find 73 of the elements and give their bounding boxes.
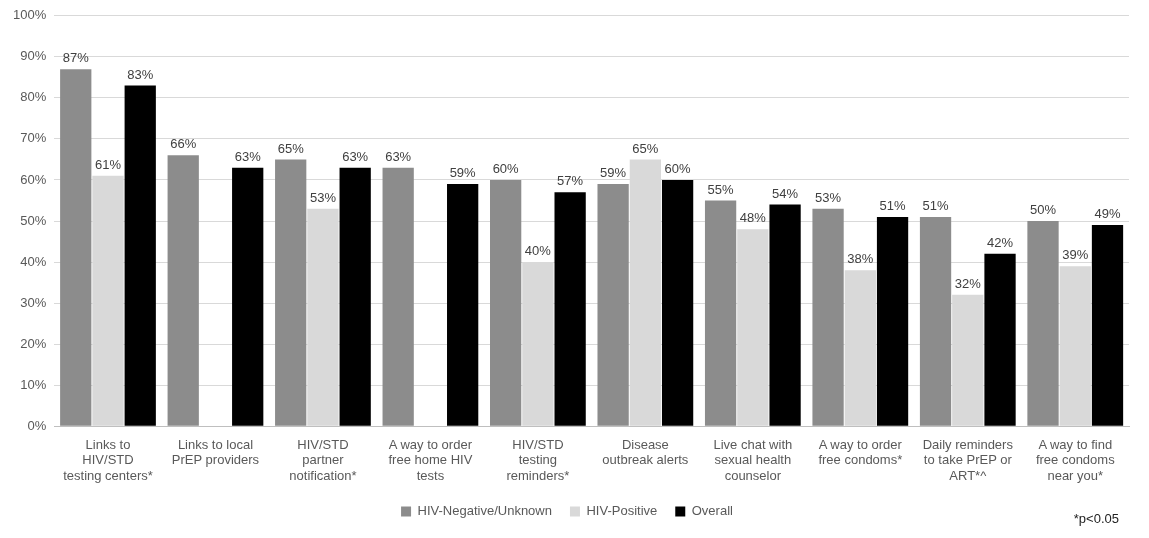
x-tick-label: A way to order free home HIV tests — [388, 436, 473, 483]
data-label: 87% — [62, 50, 90, 66]
y-tick-label: 30% — [20, 294, 47, 310]
bar — [60, 69, 92, 426]
bar — [167, 155, 199, 426]
y-tick-label: 90% — [20, 48, 47, 64]
x-tick-label: HIV/STD partner notification* — [289, 436, 357, 483]
bar — [1091, 225, 1124, 426]
data-label: 32% — [954, 275, 982, 291]
x-tick-label: A way to order free condoms* — [818, 436, 903, 468]
data-label: 53% — [815, 189, 842, 205]
bar — [919, 216, 952, 426]
legend-label: HIV-Negative/Unknown — [417, 503, 552, 519]
bar — [339, 167, 371, 426]
y-tick-label: 100% — [13, 7, 47, 23]
data-label: 63% — [234, 148, 262, 164]
data-label: 65% — [632, 140, 659, 156]
data-label: 59% — [600, 165, 627, 181]
data-label: 51% — [879, 197, 906, 213]
bar — [661, 179, 694, 426]
data-label: 53% — [309, 189, 337, 205]
bar — [447, 184, 479, 426]
y-tick-label: 80% — [20, 89, 47, 105]
data-label: 83% — [127, 66, 154, 82]
y-tick-label: 50% — [20, 212, 47, 228]
bar — [704, 200, 737, 426]
data-label: 42% — [987, 234, 1014, 250]
data-label: 49% — [1094, 206, 1121, 222]
x-tick-label: Disease outbreak alerts — [602, 436, 689, 468]
data-label: 48% — [739, 210, 767, 226]
data-label: 65% — [277, 140, 305, 156]
bar — [275, 159, 307, 426]
x-tick-label: Links to local PrEP providers — [171, 436, 260, 468]
data-label: 40% — [524, 243, 552, 259]
data-label: 63% — [385, 148, 412, 164]
data-label: 60% — [492, 161, 520, 177]
y-tick-label: 70% — [20, 130, 47, 146]
data-label: 63% — [342, 148, 369, 164]
x-tick-label: Daily reminders to take PrEP or ART*^ — [922, 436, 1014, 483]
text: *p<0.05 — [1073, 511, 1119, 526]
y-tick-label: 0% — [27, 417, 47, 433]
data-label: 54% — [772, 185, 799, 201]
bar — [769, 204, 801, 426]
bar — [984, 253, 1016, 426]
data-label: 50% — [1030, 202, 1057, 218]
data-label: 59% — [449, 165, 477, 181]
bar — [876, 216, 909, 426]
x-tick-label: Links to HIV/STD testing centers* — [63, 436, 153, 483]
y-tick-label: 60% — [20, 171, 47, 187]
y-tick-label: 40% — [20, 253, 47, 269]
legend-label: HIV-Positive — [586, 503, 658, 519]
x-tick-label: Live chat with sexual health counselor — [713, 436, 793, 483]
bar — [382, 167, 414, 426]
data-label: 38% — [847, 251, 874, 267]
data-label: 57% — [557, 173, 584, 189]
bar — [232, 167, 264, 426]
x-tick-label: HIV/STD testing reminders* — [506, 436, 570, 483]
data-label: 61% — [94, 156, 122, 172]
x-tick-label: A way to find free condoms near you* — [1035, 436, 1116, 483]
data-label: 55% — [707, 181, 735, 197]
data-label: 66% — [170, 136, 197, 152]
bar — [554, 192, 586, 426]
data-label: 39% — [1062, 247, 1089, 263]
bar — [812, 208, 844, 426]
data-label: 51% — [922, 197, 949, 213]
bar — [1027, 221, 1059, 426]
bar — [490, 179, 522, 426]
y-tick-label: 20% — [20, 335, 47, 351]
bar — [597, 184, 629, 426]
data-label: 60% — [664, 161, 692, 177]
bar — [124, 85, 156, 426]
legend-label: Overall — [691, 503, 734, 519]
y-tick-label: 10% — [20, 376, 47, 392]
